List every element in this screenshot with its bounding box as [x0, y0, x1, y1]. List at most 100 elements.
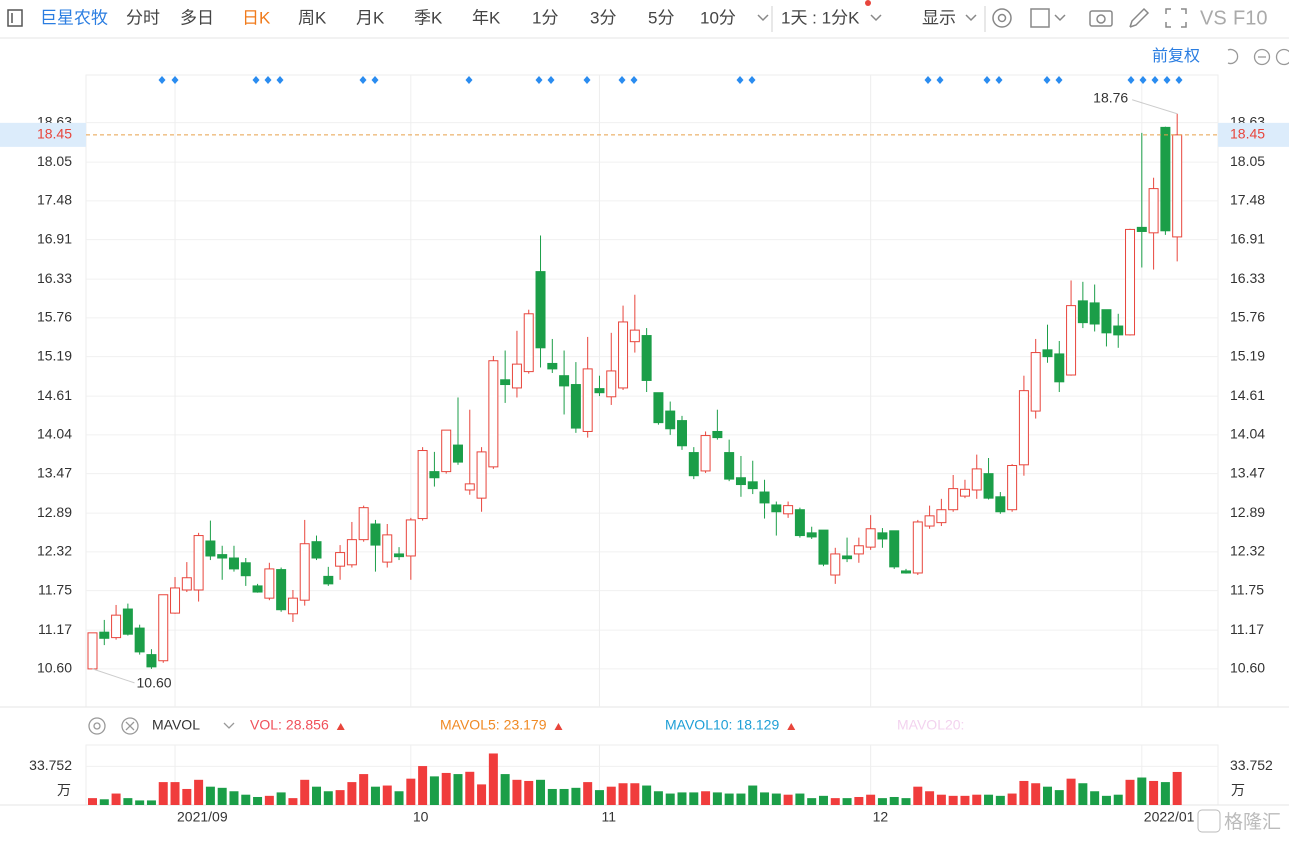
event-marker[interactable]	[1055, 76, 1063, 84]
settings-icon[interactable]	[992, 8, 1012, 28]
event-marker[interactable]	[264, 76, 272, 84]
y-tick-label-right: 16.91	[1230, 230, 1265, 246]
chevron[interactable]	[223, 722, 235, 729]
menu-icon[interactable]	[7, 9, 23, 27]
candle-body	[429, 471, 440, 479]
indicator-settings[interactable]	[88, 717, 106, 735]
chevron[interactable]	[870, 14, 882, 22]
y-tick-label: 12.32	[37, 543, 72, 559]
volume-bar	[1149, 780, 1159, 805]
period-tab[interactable]: 分时	[126, 8, 160, 27]
event-marker[interactable]	[465, 76, 473, 84]
event-marker[interactable]	[618, 76, 626, 84]
event-marker[interactable]	[1163, 76, 1171, 84]
candle-body	[1018, 390, 1029, 466]
event-marker[interactable]	[1043, 76, 1051, 84]
y-tick-label: 18.05	[37, 153, 72, 169]
event-marker[interactable]	[995, 76, 1003, 84]
stock-name[interactable]: 巨星农牧	[40, 8, 108, 27]
camera-icon[interactable]	[1089, 10, 1113, 27]
candle-body	[535, 271, 546, 349]
period-tab[interactable]: 周K	[298, 8, 327, 27]
volume-bar	[724, 793, 734, 805]
event-marker[interactable]	[1175, 76, 1183, 84]
volume-bar	[146, 800, 156, 805]
pencil-icon[interactable]	[1129, 7, 1150, 28]
event-marker[interactable]	[359, 76, 367, 84]
adjust-mode[interactable]: 前复权	[1152, 47, 1200, 65]
volume-bar	[653, 791, 663, 805]
event-marker[interactable]	[1127, 76, 1135, 84]
event-marker[interactable]	[1151, 76, 1159, 84]
volume-bar	[488, 753, 498, 805]
candle-body	[783, 505, 794, 515]
volume-bar	[984, 794, 994, 805]
candle-body	[735, 477, 746, 486]
event-marker[interactable]	[1139, 76, 1147, 84]
period-tab[interactable]: 10分	[700, 8, 736, 27]
chevron[interactable]	[1054, 14, 1066, 22]
event-marker[interactable]	[276, 76, 284, 84]
volume-bar	[877, 798, 887, 805]
settings-icon-core	[997, 13, 1007, 23]
vs-button[interactable]: VS	[1200, 7, 1227, 29]
y-tick-label: 17.48	[37, 192, 72, 208]
volume-bar	[571, 787, 581, 805]
event-marker[interactable]	[171, 76, 179, 84]
zoom-in-icon[interactable]	[1275, 48, 1289, 66]
volume-bar	[441, 772, 451, 805]
period-tab[interactable]: 季K	[414, 8, 443, 27]
event-marker[interactable]	[371, 76, 379, 84]
period-tab[interactable]: 年K	[472, 8, 501, 27]
y-tick-label: 16.33	[37, 270, 72, 286]
indicator-name[interactable]: MAVOL	[152, 717, 200, 733]
y-tick-label-right: 12.32	[1230, 543, 1265, 559]
reset-icon[interactable]	[1227, 48, 1239, 65]
candle-body	[276, 569, 287, 611]
chevron[interactable]	[965, 14, 977, 22]
box-icon[interactable]	[1030, 8, 1050, 28]
event-marker[interactable]	[158, 76, 166, 84]
event-marker[interactable]	[748, 76, 756, 84]
volume-bar	[901, 798, 911, 805]
candle-body	[217, 554, 228, 559]
volume-bar	[536, 779, 546, 805]
period-tab[interactable]: 多日	[180, 8, 214, 27]
panel-icons	[1227, 48, 1289, 66]
period-tab[interactable]: 月K	[356, 8, 385, 27]
period-tab[interactable]: 5分	[648, 8, 674, 27]
x-tick-label: 10	[413, 809, 429, 825]
chevron[interactable]	[757, 14, 769, 22]
period-tab[interactable]: 日K	[242, 8, 271, 27]
volume-bar	[925, 791, 935, 805]
volume-bar	[913, 786, 923, 805]
event-marker[interactable]	[936, 76, 944, 84]
display-menu[interactable]: 显示	[922, 8, 956, 27]
event-marker[interactable]	[983, 76, 991, 84]
expand-icon[interactable]	[1165, 8, 1171, 14]
period-tab[interactable]: 1分	[532, 8, 558, 27]
event-marker[interactable]	[547, 76, 555, 84]
volume-bar	[1090, 791, 1100, 805]
y-tick-label: 14.04	[37, 426, 72, 442]
f10-button[interactable]: F10	[1233, 7, 1267, 29]
event-marker[interactable]	[736, 76, 744, 84]
low-label: 10.60	[137, 675, 172, 691]
event-marker[interactable]	[924, 76, 932, 84]
candle-body	[853, 545, 864, 555]
indicator-close[interactable]	[121, 717, 139, 735]
event-marker[interactable]	[583, 76, 591, 84]
candle-body	[948, 488, 959, 511]
candle-body	[936, 509, 947, 524]
y-tick-label-right: 13.47	[1230, 464, 1265, 480]
zoom-out-icon[interactable]	[1253, 48, 1271, 66]
event-marker[interactable]	[630, 76, 638, 84]
period-tab[interactable]: 3分	[590, 8, 616, 27]
y-tick-label: 11.75	[38, 581, 72, 597]
candle-body	[771, 504, 782, 513]
event-marker[interactable]	[535, 76, 543, 84]
legend-value: 23.179	[504, 717, 547, 733]
candle-body	[889, 530, 900, 568]
range-select[interactable]: 1天 : 1分K	[781, 8, 860, 27]
event-marker[interactable]	[252, 76, 260, 84]
